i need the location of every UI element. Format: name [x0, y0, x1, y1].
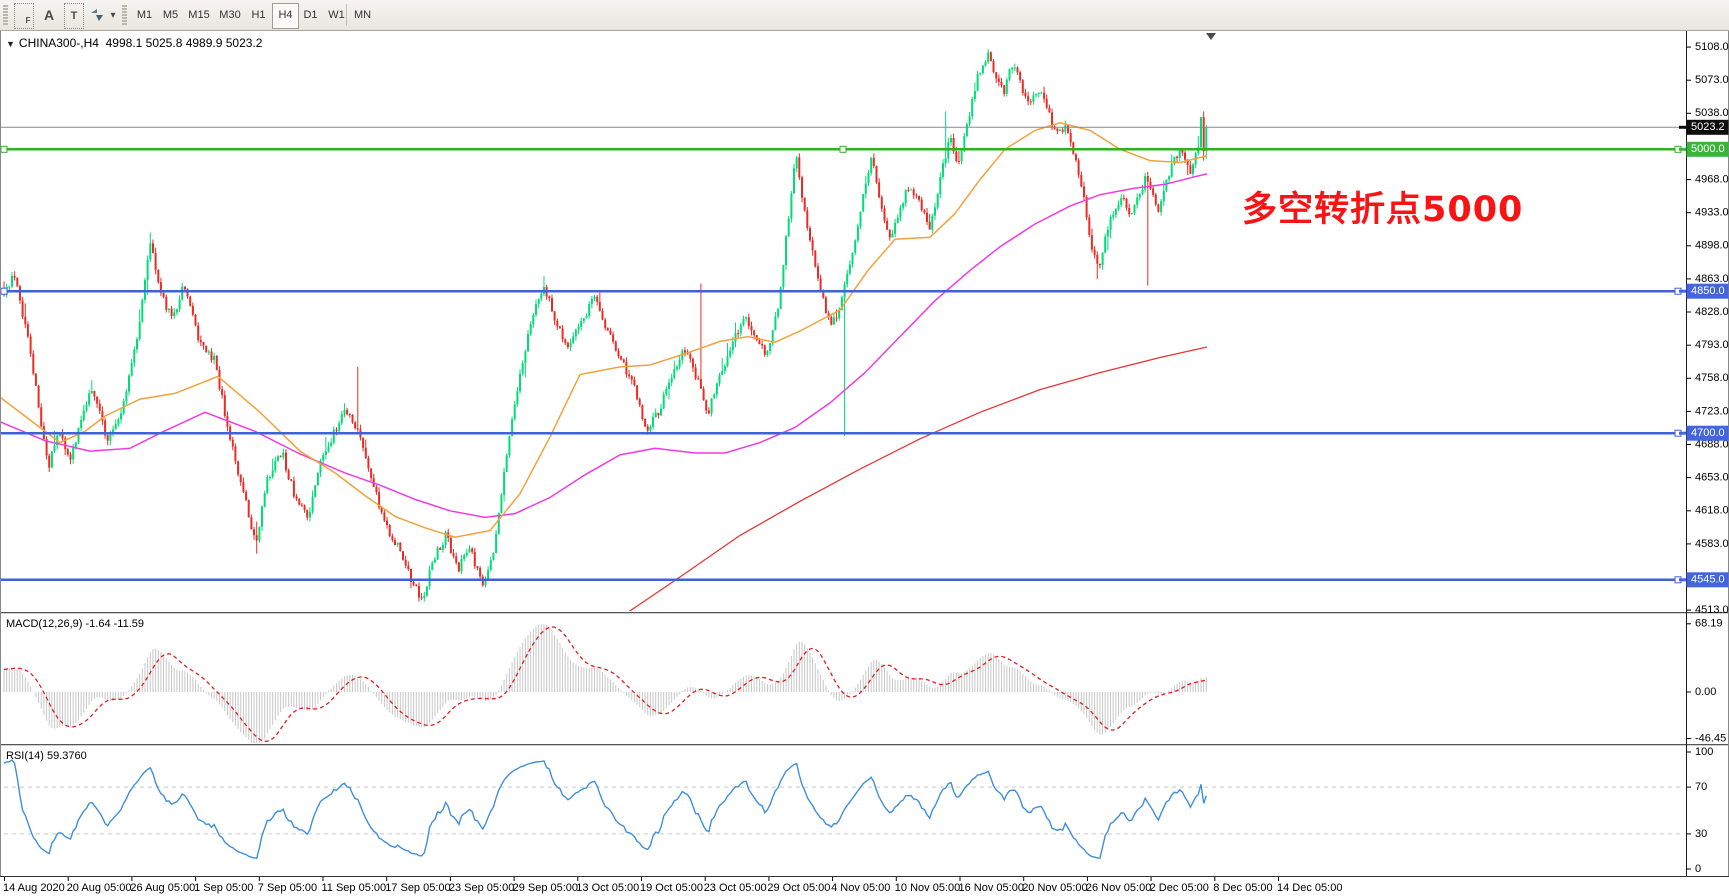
svg-text:19 Oct 05:00: 19 Oct 05:00 [640, 882, 703, 894]
svg-text:4850.0: 4850.0 [1691, 285, 1725, 297]
dropdown-caret-icon[interactable]: ▾ [110, 9, 116, 21]
svg-text:23 Oct 05:00: 23 Oct 05:00 [704, 882, 767, 894]
hline-tag [1686, 425, 1729, 441]
macd-histogram [3, 623, 1207, 743]
svg-text:4968.0: 4968.0 [1695, 174, 1729, 186]
svg-text:13 Oct 05:00: 13 Oct 05:00 [576, 882, 639, 894]
toolbar: F A T ▾ M1 M5 M15 M30 H1 H4 D1 W1 MN [0, 0, 1729, 31]
current-price-tag [1686, 119, 1729, 135]
svg-text:5038.0: 5038.0 [1695, 107, 1729, 119]
toolbar-drag-handle[interactable] [3, 5, 8, 25]
svg-text:5000.0: 5000.0 [1691, 143, 1725, 155]
timeframe-button-W1[interactable]: W1 [328, 9, 345, 21]
svg-text:14 Aug 2020: 14 Aug 2020 [3, 882, 65, 894]
svg-text:29 Oct 05:00: 29 Oct 05:00 [767, 882, 830, 894]
svg-text:29 Sep 05:00: 29 Sep 05:00 [513, 882, 578, 894]
svg-text:4 Nov 05:00: 4 Nov 05:00 [831, 882, 890, 894]
chart-shift-marker-icon[interactable] [1206, 33, 1216, 40]
timeframe-button-H4[interactable]: H4 [272, 3, 299, 29]
anchor-grid-f-icon[interactable]: F [14, 3, 34, 29]
svg-text:-46.45: -46.45 [1695, 732, 1726, 744]
svg-text:0: 0 [1695, 863, 1701, 875]
horizontal-lines [0, 126, 1686, 584]
svg-text:30: 30 [1695, 828, 1707, 840]
macd-values: -1.64 -11.59 [85, 618, 144, 630]
svg-text:14 Dec 05:00: 14 Dec 05:00 [1277, 882, 1342, 894]
hline-tag [1686, 141, 1729, 157]
timeframe-button-M1[interactable]: M1 [136, 9, 153, 21]
rsi-line [3, 759, 1207, 859]
rsi-indicator-label: RSI(14) 59.3760 [6, 750, 87, 762]
hline-tag [1686, 572, 1729, 588]
svg-text:4933.0: 4933.0 [1695, 207, 1729, 219]
text-tool-icon[interactable]: T [64, 3, 84, 29]
svg-text:4688.0: 4688.0 [1695, 438, 1729, 450]
svg-text:4793.0: 4793.0 [1695, 339, 1729, 351]
macd-signal-line [3, 626, 1207, 743]
svg-text:7 Sep 05:00: 7 Sep 05:00 [258, 882, 317, 894]
svg-text:20 Nov 05:00: 20 Nov 05:00 [1022, 882, 1087, 894]
svg-text:4863.0: 4863.0 [1695, 273, 1729, 285]
svg-text:70: 70 [1695, 781, 1707, 793]
svg-text:11 Sep 05:00: 11 Sep 05:00 [322, 882, 387, 894]
arrow-style-icon[interactable] [88, 3, 108, 27]
candlestick-series [3, 49, 1208, 602]
svg-text:10 Nov 05:00: 10 Nov 05:00 [895, 882, 960, 894]
ma-overlays [1, 122, 1208, 611]
rsi-value: 59.3760 [46, 750, 87, 762]
svg-text:4618.0: 4618.0 [1695, 505, 1729, 517]
timeframe-button-M30[interactable]: M30 [219, 9, 241, 21]
svg-text:0.00: 0.00 [1695, 686, 1716, 698]
svg-text:5108.0: 5108.0 [1695, 41, 1729, 53]
symbol-dropdown-icon[interactable]: ▼ [6, 39, 15, 49]
chart-symbol-period: CHINA300-,H4 [18, 36, 99, 50]
svg-text:5023.2: 5023.2 [1691, 121, 1725, 133]
timeframe-button-D1[interactable]: D1 [303, 9, 318, 21]
svg-text:4653.0: 4653.0 [1695, 472, 1729, 484]
toolbar-separator [346, 4, 347, 26]
timeframe-button-H1[interactable]: H1 [251, 9, 266, 21]
svg-text:20 Aug 05:00: 20 Aug 05:00 [67, 882, 132, 894]
chart-title: ▼ CHINA300-,H4 4998.1 5025.8 4989.9 5023.… [6, 36, 262, 50]
svg-text:4723.0: 4723.0 [1695, 405, 1729, 417]
svg-text:5073.0: 5073.0 [1695, 74, 1729, 86]
svg-text:8 Dec 05:00: 8 Dec 05:00 [1213, 882, 1272, 894]
svg-text:4513.0: 4513.0 [1695, 604, 1729, 616]
svg-text:17 Sep 05:00: 17 Sep 05:00 [385, 882, 450, 894]
svg-text:1 Sep 05:00: 1 Sep 05:00 [194, 882, 253, 894]
svg-text:23 Sep 05:00: 23 Sep 05:00 [449, 882, 514, 894]
svg-text:2 Dec 05:00: 2 Dec 05:00 [1150, 882, 1209, 894]
timeframe-button-MN[interactable]: MN [353, 9, 372, 21]
timeframe-button-M5[interactable]: M5 [162, 9, 179, 21]
svg-text:100: 100 [1695, 746, 1713, 758]
label-a-icon[interactable]: A [43, 7, 55, 23]
hline-tag [1686, 283, 1729, 299]
svg-text:4758.0: 4758.0 [1695, 372, 1729, 384]
svg-text:4700.0: 4700.0 [1691, 427, 1725, 439]
chart-text-annotation[interactable]: 多空转折点5000 [1242, 190, 1524, 230]
toolbar-drag-handle-2[interactable] [122, 5, 127, 25]
svg-text:4545.0: 4545.0 [1691, 574, 1725, 586]
timeframe-button-M15[interactable]: M15 [188, 9, 210, 21]
macd-indicator-label: MACD(12,26,9) -1.64 -11.59 [6, 618, 144, 630]
svg-text:68.19: 68.19 [1695, 618, 1723, 630]
svg-text:4583.0: 4583.0 [1695, 538, 1729, 550]
chart-ohlc-values: 4998.1 5025.8 4989.9 5023.2 [105, 36, 263, 50]
svg-text:26 Nov 05:00: 26 Nov 05:00 [1086, 882, 1151, 894]
svg-text:16 Nov 05:00: 16 Nov 05:00 [959, 882, 1024, 894]
svg-text:26 Aug 05:00: 26 Aug 05:00 [130, 882, 195, 894]
svg-text:4898.0: 4898.0 [1695, 240, 1729, 252]
svg-text:4828.0: 4828.0 [1695, 306, 1729, 318]
price-axis[interactable]: 5108.0 5073.0 5038.0 4968.0 4933.0 4898.0 4863… [1679, 41, 1729, 875]
